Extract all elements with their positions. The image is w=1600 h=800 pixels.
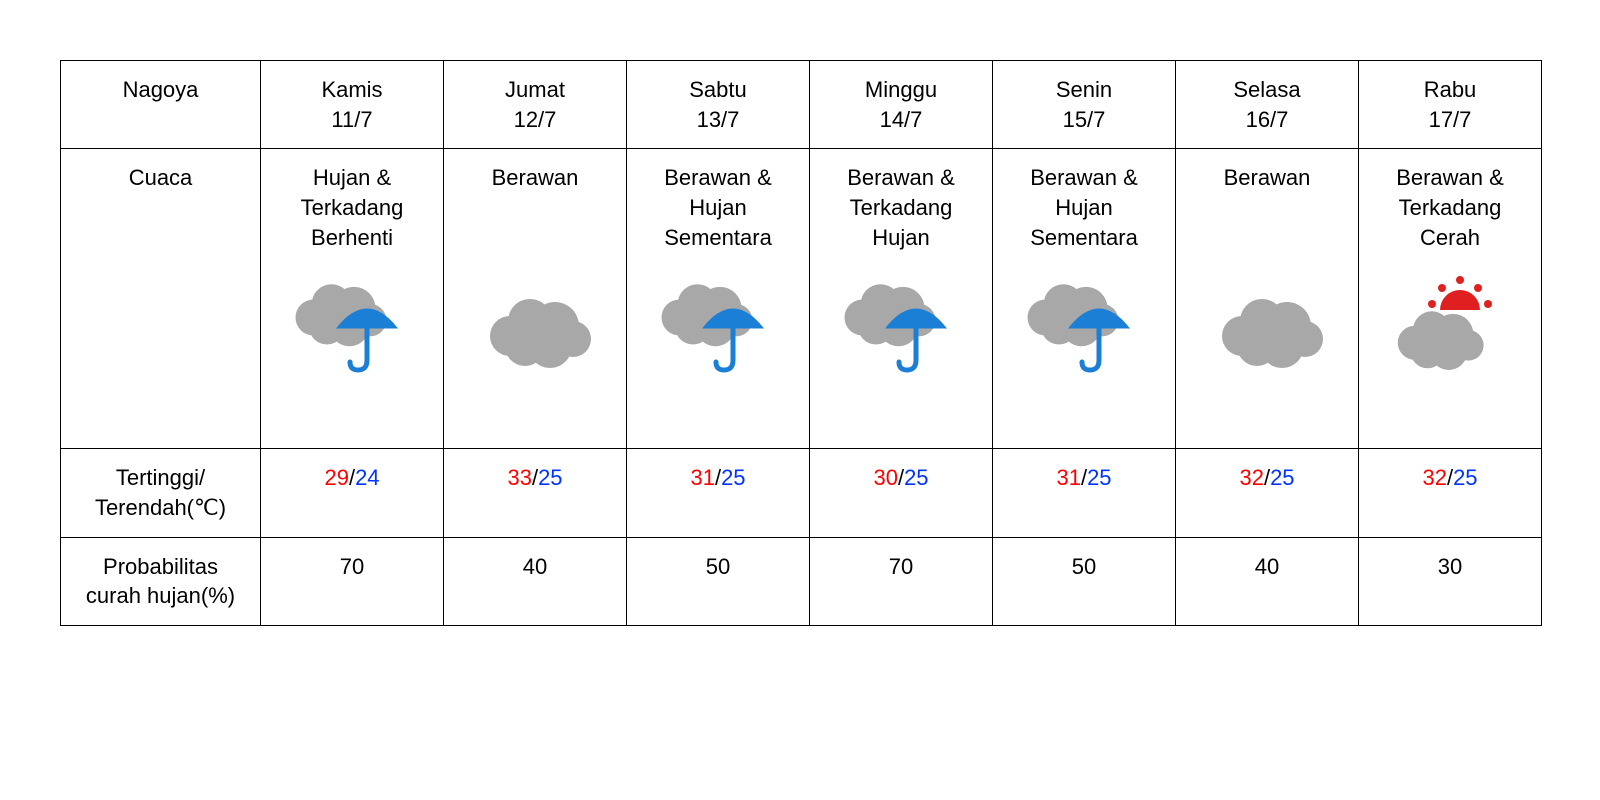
temp-low: 24 <box>355 465 379 490</box>
temp-low: 25 <box>1270 465 1294 490</box>
day-date: 13/7 <box>697 107 740 132</box>
weather-description: Berawan &HujanSementara <box>1001 163 1167 263</box>
day-of-week: Minggu <box>865 77 937 102</box>
cloud-rain-icon <box>287 276 417 376</box>
day-of-week: Senin <box>1056 77 1112 102</box>
day-header: Kamis 11/7 <box>261 61 444 149</box>
weather-cell: Berawan &TerkadangCerah <box>1359 149 1542 449</box>
cloud-icon <box>470 276 600 376</box>
weather-icon-container <box>269 271 435 381</box>
temperature-cell: 30/25 <box>810 449 993 537</box>
precipitation-cell: 40 <box>1176 537 1359 625</box>
weather-cell: Hujan &TerkadangBerhenti <box>261 149 444 449</box>
weather-cell: Berawan &TerkadangHujan <box>810 149 993 449</box>
temp-low: 25 <box>904 465 928 490</box>
day-of-week: Selasa <box>1233 77 1300 102</box>
row-label-weather: Cuaca <box>61 149 261 449</box>
temp-high: 32 <box>1422 465 1446 490</box>
weather-description: Berawan <box>452 163 618 263</box>
day-header: Minggu 14/7 <box>810 61 993 149</box>
city-name: Nagoya <box>123 77 199 102</box>
weather-icon-container <box>1367 271 1533 381</box>
day-date: 17/7 <box>1429 107 1472 132</box>
day-date: 14/7 <box>880 107 923 132</box>
weather-description: Berawan &HujanSementara <box>635 163 801 263</box>
weather-row: Cuaca Hujan &TerkadangBerhenti Berawan <box>61 149 1542 449</box>
precipitation-cell: 30 <box>1359 537 1542 625</box>
day-date: 11/7 <box>331 107 372 132</box>
day-header: Jumat 12/7 <box>444 61 627 149</box>
temperature-cell: 31/25 <box>627 449 810 537</box>
city-header: Nagoya <box>61 61 261 149</box>
day-of-week: Jumat <box>505 77 565 102</box>
day-date: 15/7 <box>1063 107 1106 132</box>
row-label-precip: Probabilitascurah hujan(%) <box>61 537 261 625</box>
temp-high: 31 <box>1056 465 1080 490</box>
day-of-week: Sabtu <box>689 77 747 102</box>
temp-high: 33 <box>507 465 531 490</box>
precipitation-row: Probabilitascurah hujan(%) 70 40 50 70 5… <box>61 537 1542 625</box>
precip-value: 50 <box>706 554 730 579</box>
temp-high: 29 <box>324 465 348 490</box>
day-date: 16/7 <box>1246 107 1289 132</box>
weather-icon-container <box>1001 271 1167 381</box>
precip-value: 40 <box>1255 554 1279 579</box>
weather-icon-container <box>1184 271 1350 381</box>
weather-cell: Berawan <box>444 149 627 449</box>
temperature-cell: 29/24 <box>261 449 444 537</box>
precip-value: 70 <box>340 554 364 579</box>
temperature-cell: 32/25 <box>1176 449 1359 537</box>
precip-value: 70 <box>889 554 913 579</box>
day-header: Senin 15/7 <box>993 61 1176 149</box>
temp-high: 30 <box>873 465 897 490</box>
temperature-cell: 32/25 <box>1359 449 1542 537</box>
temp-high: 32 <box>1239 465 1263 490</box>
weather-cell: Berawan <box>1176 149 1359 449</box>
temp-low: 25 <box>538 465 562 490</box>
weather-forecast-table: Nagoya Kamis 11/7 Jumat 12/7 Sabtu 13/7 … <box>60 60 1542 626</box>
row-label-temp: Tertinggi/Terendah(℃) <box>61 449 261 537</box>
weather-description: Hujan &TerkadangBerhenti <box>269 163 435 263</box>
temp-low: 25 <box>1087 465 1111 490</box>
header-row: Nagoya Kamis 11/7 Jumat 12/7 Sabtu 13/7 … <box>61 61 1542 149</box>
weather-cell: Berawan &HujanSementara <box>993 149 1176 449</box>
weather-icon-container <box>635 271 801 381</box>
precip-value: 50 <box>1072 554 1096 579</box>
day-header: Rabu 17/7 <box>1359 61 1542 149</box>
temp-low: 25 <box>1453 465 1477 490</box>
precipitation-cell: 40 <box>444 537 627 625</box>
temp-high: 31 <box>690 465 714 490</box>
cloud-rain-icon <box>836 276 966 376</box>
cloud-rain-icon <box>1019 276 1149 376</box>
weather-description: Berawan &TerkadangHujan <box>818 163 984 263</box>
precip-value: 40 <box>523 554 547 579</box>
day-header: Selasa 16/7 <box>1176 61 1359 149</box>
day-of-week: Kamis <box>321 77 382 102</box>
day-date: 12/7 <box>514 107 557 132</box>
weather-description: Berawan &TerkadangCerah <box>1367 163 1533 263</box>
precipitation-cell: 50 <box>993 537 1176 625</box>
cloud-rain-icon <box>653 276 783 376</box>
precipitation-cell: 70 <box>810 537 993 625</box>
precipitation-cell: 50 <box>627 537 810 625</box>
weather-cell: Berawan &HujanSementara <box>627 149 810 449</box>
cloud-icon <box>1202 276 1332 376</box>
temp-low: 25 <box>721 465 745 490</box>
weather-icon-container <box>452 271 618 381</box>
precipitation-cell: 70 <box>261 537 444 625</box>
weather-icon-container <box>818 271 984 381</box>
temperature-row: Tertinggi/Terendah(℃) 29/24 33/25 31/25 … <box>61 449 1542 537</box>
temperature-cell: 33/25 <box>444 449 627 537</box>
temperature-cell: 31/25 <box>993 449 1176 537</box>
precip-value: 30 <box>1438 554 1462 579</box>
weather-description: Berawan <box>1184 163 1350 263</box>
day-header: Sabtu 13/7 <box>627 61 810 149</box>
cloud-sun-icon <box>1385 276 1515 376</box>
day-of-week: Rabu <box>1424 77 1477 102</box>
